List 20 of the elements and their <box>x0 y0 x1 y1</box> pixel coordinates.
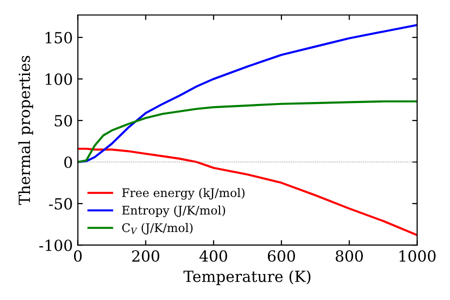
y-tick-label: -100 <box>39 240 72 252</box>
x-tick-label: 1000 <box>400 250 436 262</box>
x-axis-title: Temperature (K) <box>184 270 310 286</box>
y-tick-label: -50 <box>49 198 72 210</box>
x-tick-label: 0 <box>74 250 82 262</box>
y-tick-label: 100 <box>46 73 72 85</box>
x-tick-label: 600 <box>268 250 295 262</box>
legend-label: Free energy (kJ/mol) <box>122 188 245 200</box>
x-tick-label: 200 <box>132 250 160 262</box>
x-tick-label: 400 <box>199 250 228 262</box>
line-series <box>78 24 418 164</box>
legend-label: Entropy (J/K/mol) <box>122 206 226 218</box>
y-axis-title: Thermal properties <box>18 56 34 205</box>
line-series <box>78 148 418 236</box>
line-series <box>78 100 418 164</box>
y-tick-label: 50 <box>54 114 72 127</box>
legend-label: C$_{V}$ (J/K/mol) <box>122 223 193 234</box>
x-tick-label: 800 <box>336 250 363 262</box>
y-tick-label: 150 <box>46 32 72 44</box>
y-tick-label: 0 <box>64 156 72 168</box>
